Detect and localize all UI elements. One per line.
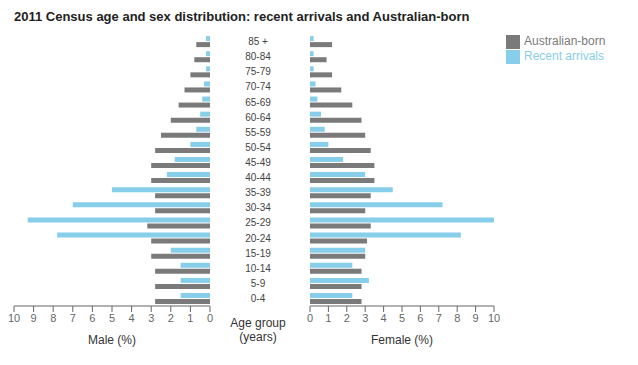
svg-text:80-84: 80-84 [245,51,271,62]
svg-text:7: 7 [436,312,442,324]
svg-text:0: 0 [207,312,213,324]
svg-text:1: 1 [325,312,331,324]
svg-text:75-79: 75-79 [245,66,271,77]
svg-text:3: 3 [148,312,154,324]
svg-text:10: 10 [488,312,500,324]
svg-text:3: 3 [362,312,368,324]
svg-text:1: 1 [187,312,193,324]
html-text:Recent arrivals: Recent arrivals [524,48,604,63]
svg-text:30-34: 30-34 [245,202,271,213]
svg-text:8: 8 [454,312,460,324]
svg-text:2: 2 [168,312,174,324]
html-text:Age group (years): Age group (years) [230,316,286,344]
svg-text:50-54: 50-54 [245,142,271,153]
svg-text:Male (%): Male (%) [88,333,136,347]
html-text:2011 Census age and sex distri: 2011 Census age and sex distribution: re… [14,9,470,24]
svg-text:2: 2 [344,312,350,324]
svg-text:60-64: 60-64 [245,112,271,123]
html-text:Australian-born: Australian-born [524,34,606,48]
svg-text:7: 7 [70,312,76,324]
svg-text:65-69: 65-69 [245,97,271,108]
svg-text:Female (%): Female (%) [371,333,433,347]
svg-text:5: 5 [399,312,405,324]
svg-text:9: 9 [31,312,37,324]
svg-text:5: 5 [109,312,115,324]
svg-text:70-74: 70-74 [245,81,271,92]
svg-text:5-9: 5-9 [251,278,266,289]
svg-text:6: 6 [417,312,423,324]
svg-text:45-49: 45-49 [245,157,271,168]
svg-text:10: 10 [8,312,20,324]
svg-text:40-44: 40-44 [245,172,271,183]
svg-text:15-19: 15-19 [245,248,271,259]
svg-text:9: 9 [473,312,479,324]
svg-text:6: 6 [89,312,95,324]
svg-text:85 +: 85 + [248,36,268,47]
svg-text:25-29: 25-29 [245,217,271,228]
svg-text:8: 8 [50,312,56,324]
svg-text:0-4: 0-4 [251,293,266,304]
svg-text:4: 4 [129,312,135,324]
svg-text:4: 4 [381,312,387,324]
svg-text:10-14: 10-14 [245,263,271,274]
svg-text:35-39: 35-39 [245,187,271,198]
svg-text:55-59: 55-59 [245,127,271,138]
svg-text:20-24: 20-24 [245,233,271,244]
svg-text:0: 0 [307,312,313,324]
